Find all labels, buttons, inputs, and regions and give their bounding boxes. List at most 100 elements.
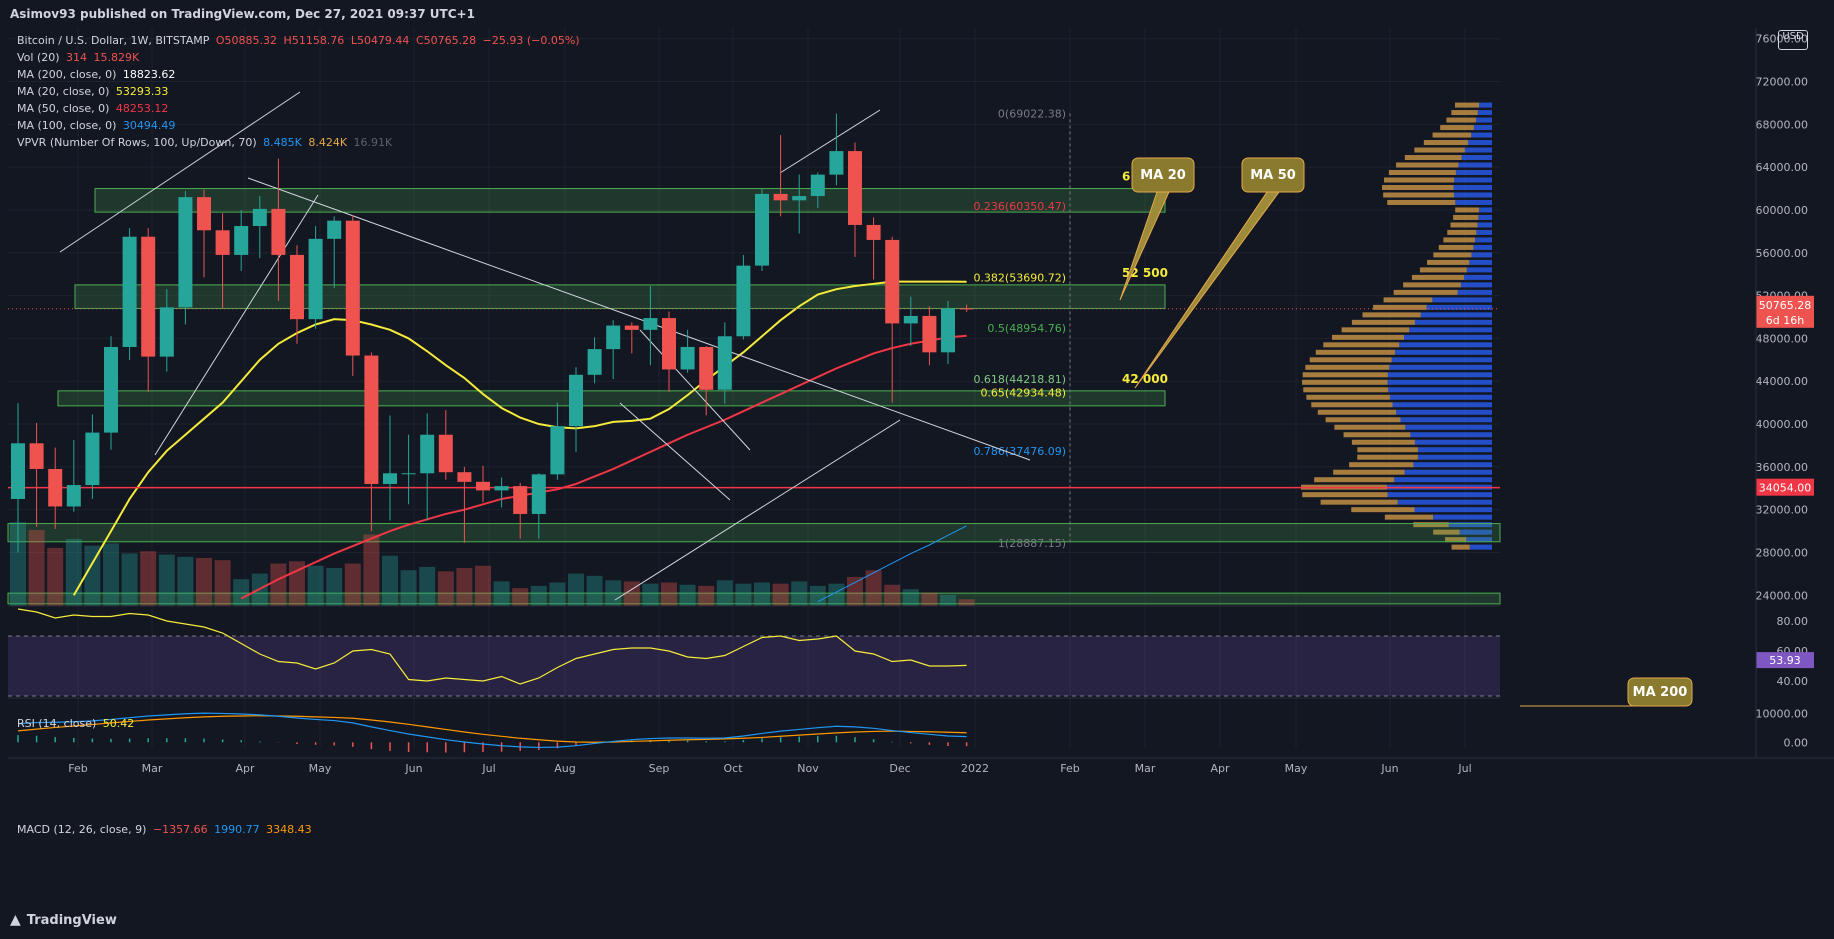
candle-body xyxy=(420,434,435,474)
legend-vpvr-v2: 8.424K xyxy=(308,136,348,149)
volume-profile-down-bar xyxy=(1315,349,1396,355)
volume-profile-down-bar xyxy=(1433,529,1460,535)
candle-body xyxy=(438,434,453,473)
volume-profile-down-bar xyxy=(1453,214,1479,220)
volume-profile-down-bar xyxy=(1433,252,1472,258)
candle-body xyxy=(550,426,565,475)
rsi-value-badge-label: 53.93 xyxy=(1769,654,1801,667)
legend-close: C50765.28 xyxy=(415,34,477,47)
legend-ma50-label[interactable]: MA (50, close, 0) xyxy=(17,102,110,115)
volume-profile-up-bar xyxy=(1420,312,1492,318)
currency-button[interactable]: USD xyxy=(1778,30,1808,50)
volume-profile-up-bar xyxy=(1405,424,1492,430)
candle-body xyxy=(364,355,379,484)
tradingview-logo[interactable]: ▲ TradingView xyxy=(10,912,117,928)
time-tick-label: Aug xyxy=(554,762,575,775)
volume-bar xyxy=(549,582,566,606)
legend-ma100-value: 30494.49 xyxy=(122,119,176,132)
legend-macd-row: MACD (12, 26, close, 9) −1357.66 1990.77… xyxy=(17,823,315,836)
volume-bar xyxy=(958,599,975,606)
legend-rsi-value: 50.42 xyxy=(102,717,135,730)
volume-profile-up-bar xyxy=(1410,432,1492,438)
support-resistance-zone xyxy=(57,390,1166,407)
legend-ma20-label[interactable]: MA (20, close, 0) xyxy=(17,85,110,98)
volume-profile-up-bar xyxy=(1460,282,1492,288)
volume-profile-down-bar xyxy=(1351,319,1415,325)
trendline xyxy=(59,91,301,253)
volume-profile-down-bar xyxy=(1302,379,1388,385)
time-tick-label: Feb xyxy=(68,762,87,775)
volume-profile-down-bar xyxy=(1411,274,1464,280)
legend-vpvr-label[interactable]: VPVR (Number Of Rows, 100, Up/Down, 70) xyxy=(17,136,257,149)
volume-bar xyxy=(140,551,157,606)
volume-profile-up-bar xyxy=(1432,297,1492,303)
volume-bar xyxy=(28,530,45,606)
trendline xyxy=(619,402,731,501)
candle-body xyxy=(922,315,937,353)
price-tick-label: 40000.00 xyxy=(1756,418,1809,431)
volume-profile-down-bar xyxy=(1382,184,1454,190)
candle-body xyxy=(308,238,323,320)
time-tick-label: Jul xyxy=(1457,762,1471,775)
volume-profile-down-bar xyxy=(1438,244,1474,250)
tradingview-logo-icon: ▲ xyxy=(10,912,21,928)
time-tick-label: Sep xyxy=(649,762,670,775)
volume-profile-down-bar xyxy=(1320,499,1398,505)
volume-profile-down-bar xyxy=(1423,140,1469,146)
legend-macd-v3: 3348.43 xyxy=(266,823,312,836)
volume-profile-up-bar xyxy=(1477,110,1492,116)
legend-ma100-label[interactable]: MA (100, close, 0) xyxy=(17,119,117,132)
candle-body xyxy=(383,473,397,484)
price-badge-label: 50765.28 xyxy=(1759,299,1812,312)
legend-rsi-row: RSI (14, close) 50.42 xyxy=(17,717,137,730)
volume-bar xyxy=(568,573,584,606)
volume-bar xyxy=(382,555,398,606)
legend-symbol[interactable]: Bitcoin / U.S. Dollar, 1W, BITSTAMP xyxy=(17,34,210,47)
tradingview-brand: TradingView xyxy=(26,913,117,928)
legend-low: L50479.44 xyxy=(350,34,410,47)
legend-vol-label[interactable]: Vol (20) xyxy=(17,51,60,64)
volume-profile-up-bar xyxy=(1417,454,1492,460)
volume-bar xyxy=(828,583,845,606)
volume-profile-up-bar xyxy=(1426,304,1492,310)
candle-body xyxy=(848,151,862,225)
volume-profile-up-bar xyxy=(1466,267,1492,273)
candle-body xyxy=(215,230,230,255)
rsi-line xyxy=(17,608,967,685)
candle-body xyxy=(11,443,25,499)
time-tick-label: Nov xyxy=(797,762,819,775)
price-tick-label: 72000.00 xyxy=(1756,76,1809,89)
ma100-line xyxy=(817,525,967,603)
volume-bar xyxy=(791,581,808,606)
volume-bar xyxy=(400,570,417,606)
candle-body xyxy=(829,151,844,175)
volume-profile-down-bar xyxy=(1432,132,1472,138)
volume-profile-down-bar xyxy=(1309,357,1392,363)
volume-bar xyxy=(456,568,473,606)
volume-profile-up-bar xyxy=(1395,349,1492,355)
volume-profile-up-bar xyxy=(1479,102,1492,108)
price-tick-label: 48000.00 xyxy=(1756,332,1809,345)
volume-profile-up-bar xyxy=(1476,229,1492,235)
volume-profile-down-bar xyxy=(1351,439,1415,445)
volume-profile-up-bar xyxy=(1389,394,1492,400)
volume-profile-up-bar xyxy=(1473,125,1492,131)
volume-profile-up-bar xyxy=(1469,544,1492,550)
volume-profile-down-bar xyxy=(1393,289,1458,295)
volume-profile-up-bar xyxy=(1387,372,1492,378)
volume-bar xyxy=(326,568,343,606)
volume-profile-up-bar xyxy=(1458,162,1492,168)
legend-ma200-label[interactable]: MA (200, close, 0) xyxy=(17,68,117,81)
legend-high: H51158.76 xyxy=(283,34,345,47)
legend-ma200-row: MA (200, close, 0) 18823.62 xyxy=(17,68,178,81)
candle-body xyxy=(755,193,769,266)
volume-bar xyxy=(642,583,659,606)
volume-profile-down-bar xyxy=(1445,537,1467,543)
price-tick-label: 28000.00 xyxy=(1756,546,1809,559)
volume-profile-up-bar xyxy=(1388,387,1492,393)
legend-macd-label[interactable]: MACD (12, 26, close, 9) xyxy=(17,823,147,836)
legend-rsi-label[interactable]: RSI (14, close) xyxy=(17,717,97,730)
rsi-tick-label: 40.00 xyxy=(1777,675,1809,688)
volume-profile-up-bar xyxy=(1463,274,1492,280)
